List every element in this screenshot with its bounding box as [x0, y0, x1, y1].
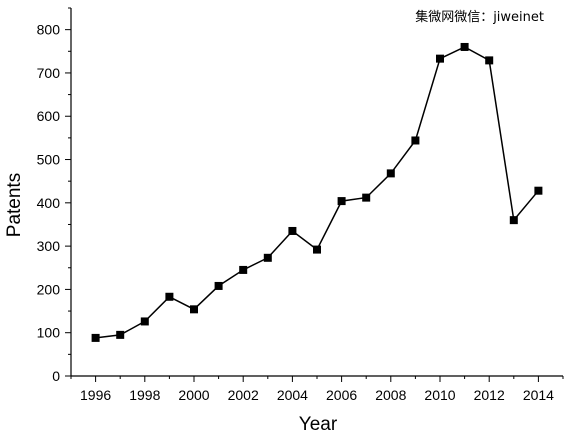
data-point [534, 186, 543, 195]
data-point [460, 42, 469, 51]
x-axis-label: Year [299, 414, 338, 435]
data-point [386, 169, 395, 178]
x-tick-label: 2014 [523, 387, 554, 403]
y-tick-label: 400 [37, 195, 61, 211]
x-tick-label: 1998 [129, 387, 160, 403]
y-tick-label: 800 [37, 22, 61, 38]
ticks: 1996 1998 2000 2002 2004 2006 2008 2010 2012 2014… [37, 7, 564, 403]
data-point [337, 197, 346, 206]
data-point [411, 136, 420, 145]
x-tick-label: 2002 [228, 387, 259, 403]
x-tick-label: 2006 [326, 387, 357, 403]
data-point [239, 265, 248, 274]
watermark-text: 集微网微信：jiweinet [415, 10, 544, 25]
data-point [288, 226, 297, 235]
y-tick-label: 200 [37, 281, 61, 297]
data-point [140, 317, 149, 326]
y-tick-label: 0 [52, 368, 60, 384]
data-point [263, 253, 272, 262]
data-point [436, 54, 444, 63]
data-point [165, 292, 174, 301]
y-tick-label: 700 [37, 65, 61, 81]
series [91, 42, 543, 342]
x-tick-label: 2010 [424, 387, 455, 403]
data-point [190, 305, 198, 314]
data-point [91, 333, 100, 342]
series-line [95, 46, 539, 339]
y-tick-label: 100 [37, 325, 61, 341]
y-axis-label: Patents [4, 173, 25, 237]
data-point [116, 330, 125, 339]
y-tick-label: 500 [37, 152, 61, 168]
x-tick-label: 2000 [178, 387, 209, 403]
data-point [509, 216, 518, 225]
data-point [362, 193, 371, 202]
data-point [214, 281, 223, 290]
x-tick-label: 1996 [80, 387, 111, 403]
y-tick-label: 300 [37, 238, 61, 254]
x-tick-label: 2004 [277, 387, 308, 403]
y-tick-label: 600 [37, 108, 61, 124]
data-point [313, 245, 321, 254]
x-tick-label: 2008 [375, 387, 406, 403]
x-tick-label: 2012 [474, 387, 505, 403]
data-point [485, 56, 494, 65]
